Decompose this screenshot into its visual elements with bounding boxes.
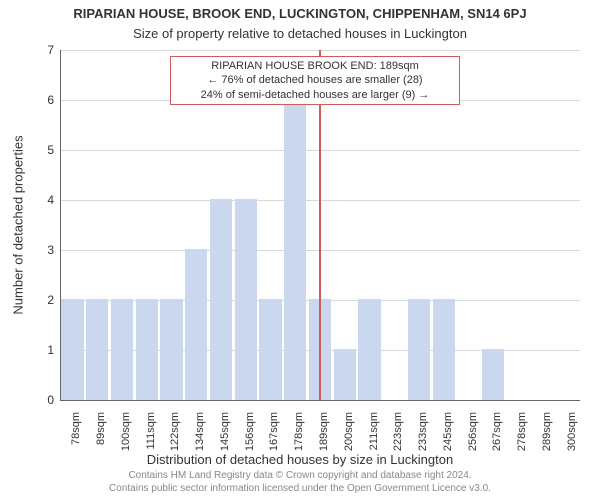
y-axis-line [60, 50, 61, 400]
x-tick-label: 278sqm [516, 412, 528, 451]
bar [210, 199, 232, 400]
x-tick-label: 223sqm [392, 412, 404, 451]
bar [334, 349, 356, 400]
bar [358, 299, 380, 400]
x-axis-line [60, 400, 580, 401]
y-tick-label: 6 [36, 93, 54, 107]
x-tick-label: 111sqm [145, 412, 157, 450]
y-tick-label: 7 [36, 43, 54, 57]
x-tick-label: 189sqm [318, 412, 330, 451]
annotation-line: RIPARIAN HOUSE BROOK END: 189sqm [177, 59, 453, 73]
annotation-line: ← 76% of detached houses are smaller (28… [177, 73, 453, 87]
bar [259, 299, 281, 400]
x-tick-label: 89sqm [95, 412, 107, 445]
annotation-box: RIPARIAN HOUSE BROOK END: 189sqm← 76% of… [170, 56, 460, 105]
x-tick-label: 256sqm [467, 412, 479, 451]
y-tick-label: 1 [36, 343, 54, 357]
bar [482, 349, 504, 400]
x-tick-label: 289sqm [541, 412, 553, 451]
x-tick-label: 122sqm [169, 412, 181, 451]
x-tick-label: 167sqm [268, 412, 280, 451]
x-tick-label: 200sqm [343, 412, 355, 451]
bar [160, 299, 182, 400]
bar [408, 299, 430, 400]
footnote: Contains public sector information licen… [0, 483, 600, 494]
bar [86, 299, 108, 400]
x-tick-label: 78sqm [70, 412, 82, 445]
x-tick-label: 245sqm [442, 412, 454, 451]
y-axis-title: Number of detached properties [11, 135, 26, 314]
bar [185, 249, 207, 400]
bar [433, 299, 455, 400]
x-tick-label: 178sqm [293, 412, 305, 451]
bar [111, 299, 133, 400]
chart-title: RIPARIAN HOUSE, BROOK END, LUCKINGTON, C… [0, 6, 600, 21]
y-tick-label: 0 [36, 393, 54, 407]
bar [61, 299, 83, 400]
bar [136, 299, 158, 400]
y-tick-label: 2 [36, 293, 54, 307]
x-tick-label: 233sqm [417, 412, 429, 451]
x-tick-label: 300sqm [566, 412, 578, 451]
y-tick-label: 3 [36, 243, 54, 257]
chart-subtitle: Size of property relative to detached ho… [0, 26, 600, 41]
x-tick-label: 211sqm [368, 412, 380, 450]
x-tick-label: 145sqm [219, 412, 231, 451]
bar [284, 99, 306, 400]
x-axis-title: Distribution of detached houses by size … [0, 452, 600, 467]
y-tick-label: 4 [36, 193, 54, 207]
footnote: Contains HM Land Registry data © Crown c… [0, 470, 600, 481]
bar [235, 199, 257, 400]
y-tick-label: 5 [36, 143, 54, 157]
annotation-line: 24% of semi-detached houses are larger (… [177, 88, 453, 102]
x-tick-label: 156sqm [244, 412, 256, 451]
x-tick-label: 100sqm [120, 412, 132, 451]
x-tick-label: 267sqm [491, 412, 503, 451]
x-tick-label: 134sqm [194, 412, 206, 451]
